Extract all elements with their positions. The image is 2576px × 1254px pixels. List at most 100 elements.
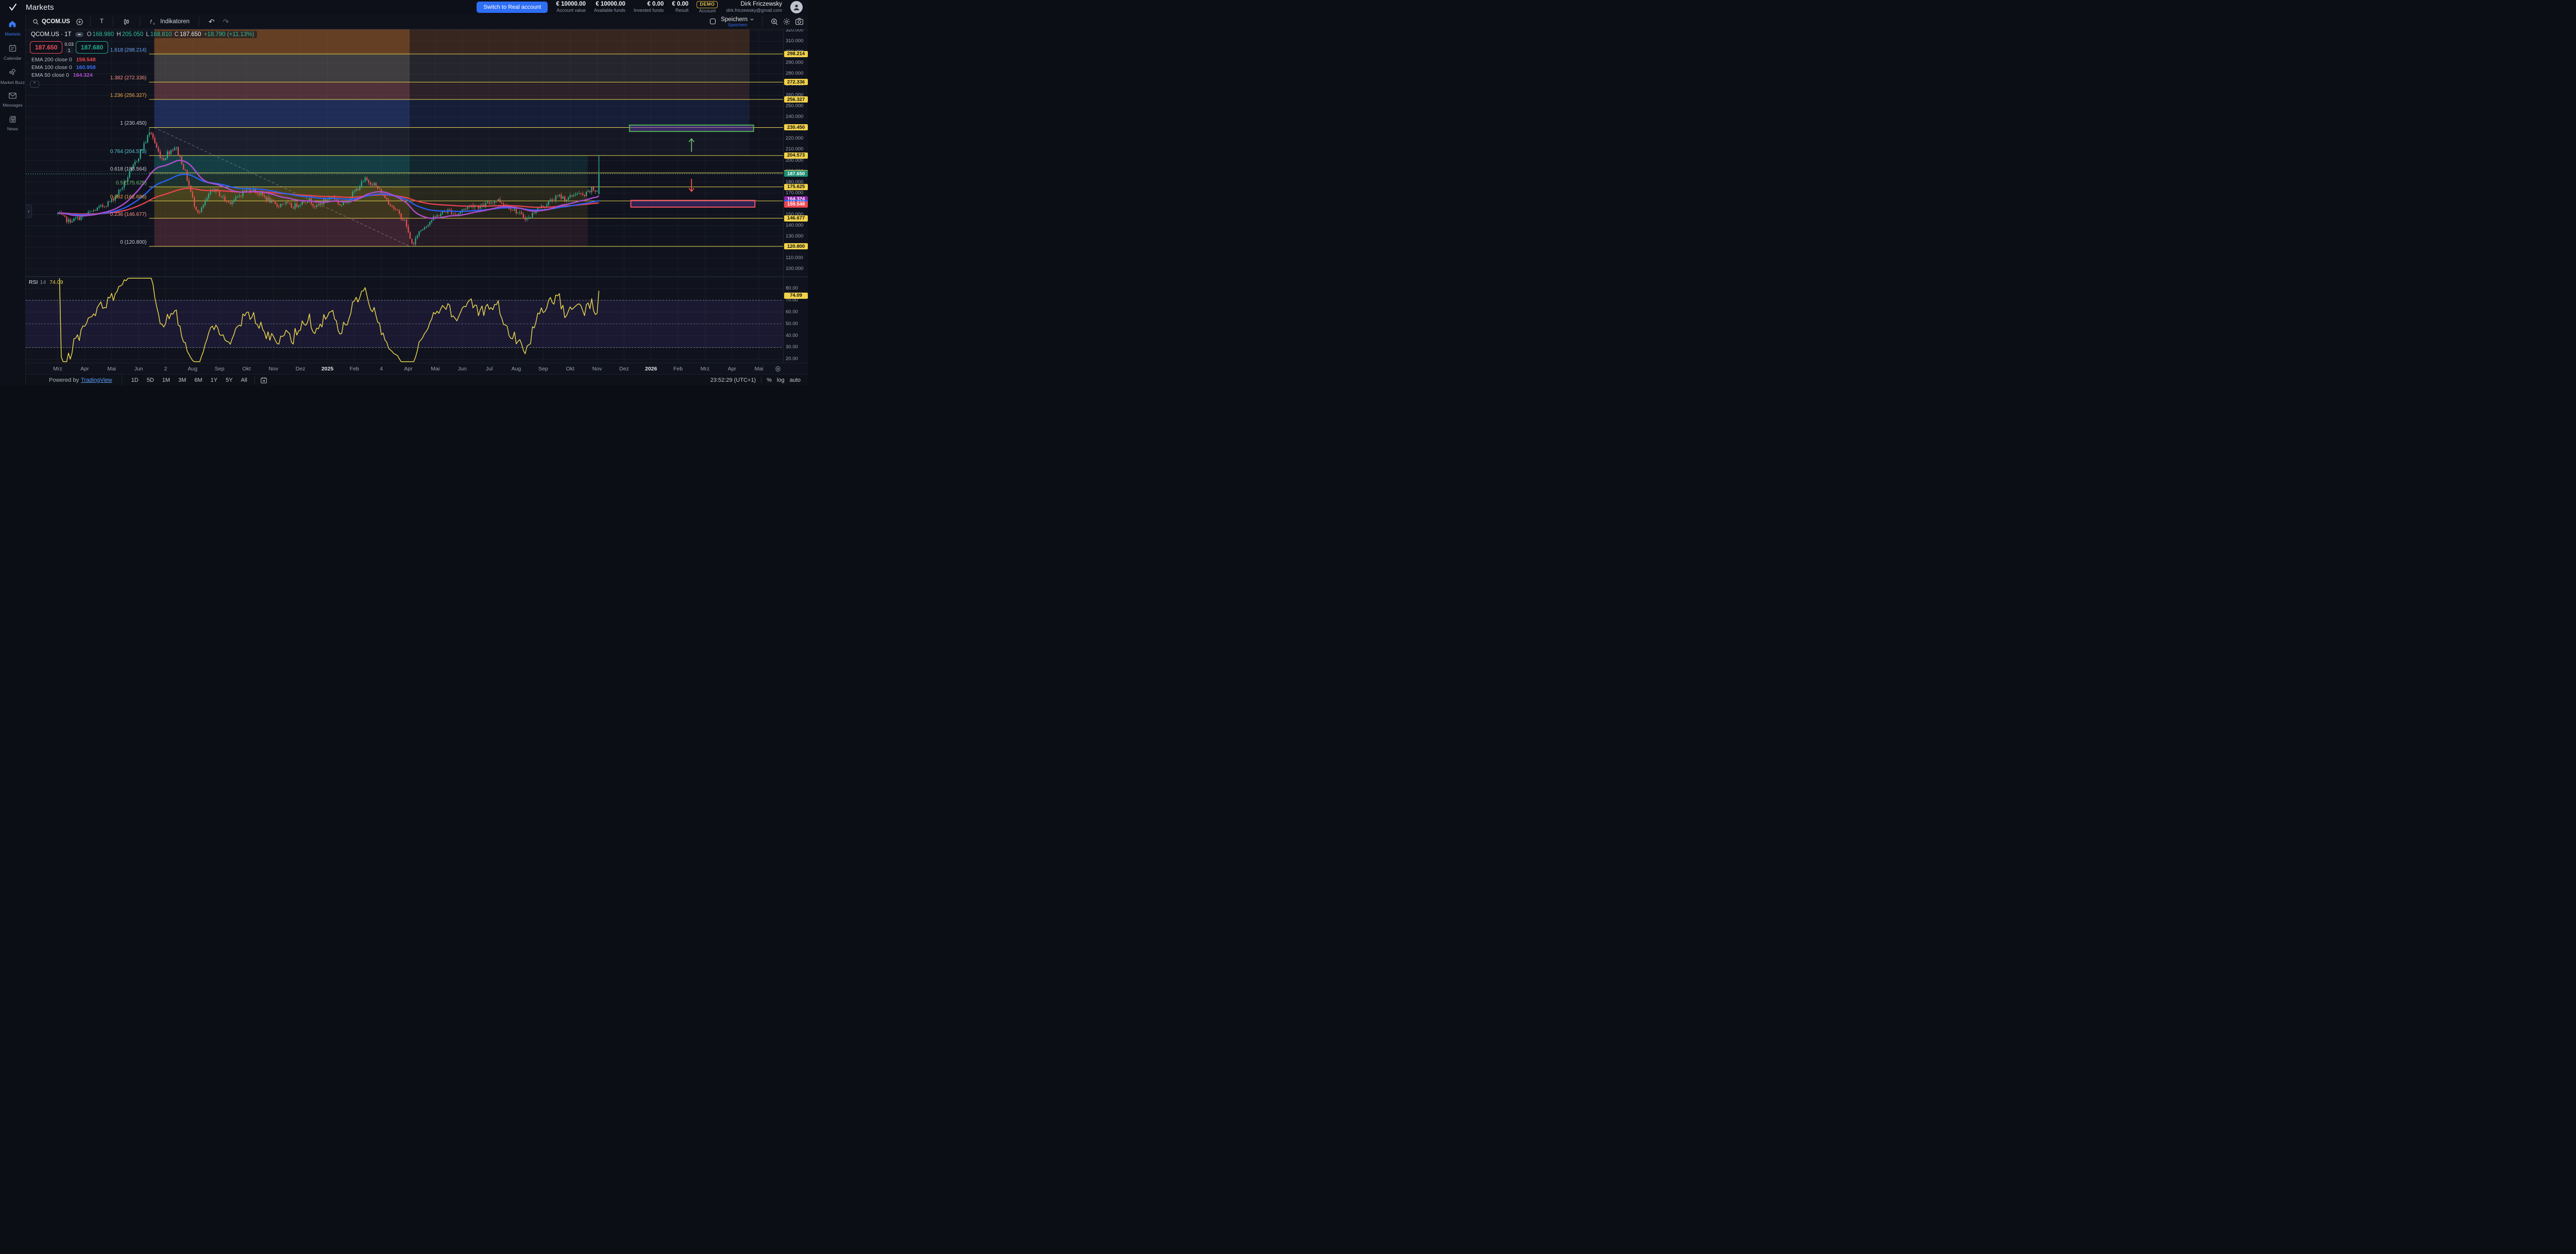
trading-app: Markets Switch to Real account € 10000.0… xyxy=(0,0,808,385)
rsi-value-pill: 74.09 xyxy=(784,292,808,299)
range-button-1d[interactable]: 1D xyxy=(131,377,139,383)
sidebar-item-label: News xyxy=(7,126,19,132)
fib-zone[interactable] xyxy=(154,218,410,247)
pane-divider[interactable] xyxy=(26,276,808,277)
ema-line[interactable] xyxy=(58,188,599,215)
buy-button[interactable]: 187.680 xyxy=(75,41,109,54)
resistance-zone-rect[interactable] xyxy=(629,124,754,132)
user-info[interactable]: Dirk Friczewsky dirk.friczewsky@gmail.co… xyxy=(726,1,782,13)
sidebar-item-markets[interactable]: Markets xyxy=(5,20,21,37)
time-label: Dez xyxy=(295,366,306,372)
chart-area[interactable]: 100.000110.000120.000130.000140.000150.0… xyxy=(25,27,808,385)
ohlc-values: O 168.980 H 205.050 L 168.810 C 187.650 +18.… xyxy=(87,31,255,38)
ema-legend-row[interactable]: EMA 200 close 0 159.548 xyxy=(30,57,97,63)
price-tick: 180.000 xyxy=(786,179,804,185)
percent-scale-button[interactable]: % xyxy=(767,377,772,383)
time-axis-settings-icon[interactable] xyxy=(775,365,781,375)
range-button-5d[interactable]: 5D xyxy=(146,377,154,383)
price-tick: 200.000 xyxy=(786,157,804,163)
price-tick: 130.000 xyxy=(786,233,804,239)
save-sublabel: Speichern xyxy=(727,22,748,27)
sidebar-item-calendar[interactable]: Calendar xyxy=(4,44,22,61)
compare-add-icon[interactable] xyxy=(76,18,83,26)
up-arrow[interactable] xyxy=(688,138,694,152)
range-button-6m[interactable]: 6M xyxy=(194,377,202,383)
sidebar-item-market-buzz[interactable]: Market Buzz xyxy=(1,68,25,86)
app-logo-icon[interactable] xyxy=(0,3,26,11)
price-tick: 150.000 xyxy=(786,211,804,217)
range-button-1y[interactable]: 1Y xyxy=(210,377,218,383)
rsi-line[interactable] xyxy=(59,278,600,362)
quick-search-icon[interactable] xyxy=(770,18,778,26)
rsi-tick: 60.00 xyxy=(786,309,798,315)
range-button-5y[interactable]: 5Y xyxy=(226,377,233,383)
go-to-date-icon[interactable] xyxy=(254,376,267,384)
legend-collapse-button[interactable]: ⌃ xyxy=(30,81,39,88)
fib-zone[interactable] xyxy=(154,82,410,100)
redo-button[interactable]: ↷ xyxy=(223,17,229,26)
chart-style-button[interactable] xyxy=(120,16,133,27)
sidebar-item-label: Markets xyxy=(5,31,21,37)
save-layout-button[interactable]: Speichern Speichern xyxy=(721,16,754,27)
camera-snapshot-icon[interactable] xyxy=(795,18,804,25)
avatar[interactable] xyxy=(790,1,803,13)
fib-zone[interactable] xyxy=(154,54,410,82)
time-label: Sep xyxy=(538,366,548,372)
lot-size[interactable]: 1 xyxy=(65,47,73,54)
fib-zone[interactable] xyxy=(154,155,410,173)
rsi-pane[interactable] xyxy=(26,277,783,363)
drawing-toolbar-expand-button[interactable]: › xyxy=(25,205,32,218)
time-label: Aug xyxy=(188,366,198,372)
clock[interactable]: 23:52:29 (UTC+1) xyxy=(710,377,756,383)
fib-trendline[interactable] xyxy=(154,127,410,247)
sidebar-item-label: Messages xyxy=(3,103,23,108)
layout-square-icon[interactable] xyxy=(709,18,717,25)
price-tick: 250.000 xyxy=(786,103,804,109)
price-label-pill: 146.677 xyxy=(784,215,808,222)
down-arrow[interactable] xyxy=(688,179,694,192)
range-button-1m[interactable]: 1M xyxy=(162,377,171,383)
interval-button[interactable]: T xyxy=(99,19,104,25)
account-metric: € 0.00 Invested funds xyxy=(633,1,664,13)
page-title: Markets xyxy=(26,3,54,12)
tradingview-link[interactable]: TradingView xyxy=(81,377,112,383)
ema-legend: EMA 200 close 0 159.548 EMA 100 close 0 1… xyxy=(29,56,257,79)
switch-to-real-account-button[interactable]: Switch to Real account xyxy=(477,2,548,13)
sidebar-item-messages[interactable]: Messages xyxy=(3,92,23,108)
fib-zone[interactable] xyxy=(154,127,410,156)
sell-button[interactable]: 187.650 xyxy=(30,41,63,54)
range-button-all[interactable]: All xyxy=(241,377,247,383)
fib-zone[interactable] xyxy=(154,99,410,128)
sidebar-item-label: Market Buzz xyxy=(0,79,25,85)
fib-zone[interactable] xyxy=(154,200,410,218)
range-button-3m[interactable]: 3M xyxy=(178,377,187,383)
ema-legend-row[interactable]: EMA 100 close 0 160.958 xyxy=(30,64,97,71)
ema-line[interactable] xyxy=(58,159,600,219)
user-name: Dirk Friczewsky xyxy=(740,1,783,8)
symbol-search-button[interactable]: QCOM.US xyxy=(30,17,73,27)
price-tick: 320.000 xyxy=(786,27,804,33)
time-label: Apr xyxy=(80,366,89,372)
fib-zone[interactable] xyxy=(154,173,410,187)
time-label: Apr xyxy=(404,366,413,372)
settings-gear-icon[interactable] xyxy=(783,18,791,26)
price-pane[interactable] xyxy=(26,29,783,276)
auto-scale-button[interactable]: auto xyxy=(789,377,801,383)
price-tick: 280.000 xyxy=(786,71,804,77)
buzz-icon xyxy=(8,68,17,79)
price-tick: 260.000 xyxy=(786,92,804,98)
time-label: Nov xyxy=(268,366,279,372)
undo-button[interactable]: ↶ xyxy=(208,17,215,26)
sidebar-item-news[interactable]: News xyxy=(7,115,18,132)
legend-visibility-toggle[interactable] xyxy=(75,32,83,37)
candles[interactable] xyxy=(57,127,600,247)
time-axis[interactable]: Mrz Apr Mai Jun 2 Aug Sep Okt Nov Dez 2025 Feb 4 Apr M… xyxy=(26,363,808,375)
support-zone-rect[interactable] xyxy=(630,199,756,208)
legend-symbol[interactable]: QCOM.US · 1T xyxy=(31,31,72,38)
ema-line[interactable] xyxy=(58,174,599,215)
app-header: Markets Switch to Real account € 10000.0… xyxy=(0,0,808,14)
log-scale-button[interactable]: log xyxy=(776,377,785,383)
price-axis[interactable]: 100.000110.000120.000130.000140.000150.0… xyxy=(783,27,808,363)
ema-legend-row[interactable]: EMA 50 close 0 164.324 xyxy=(30,72,94,78)
